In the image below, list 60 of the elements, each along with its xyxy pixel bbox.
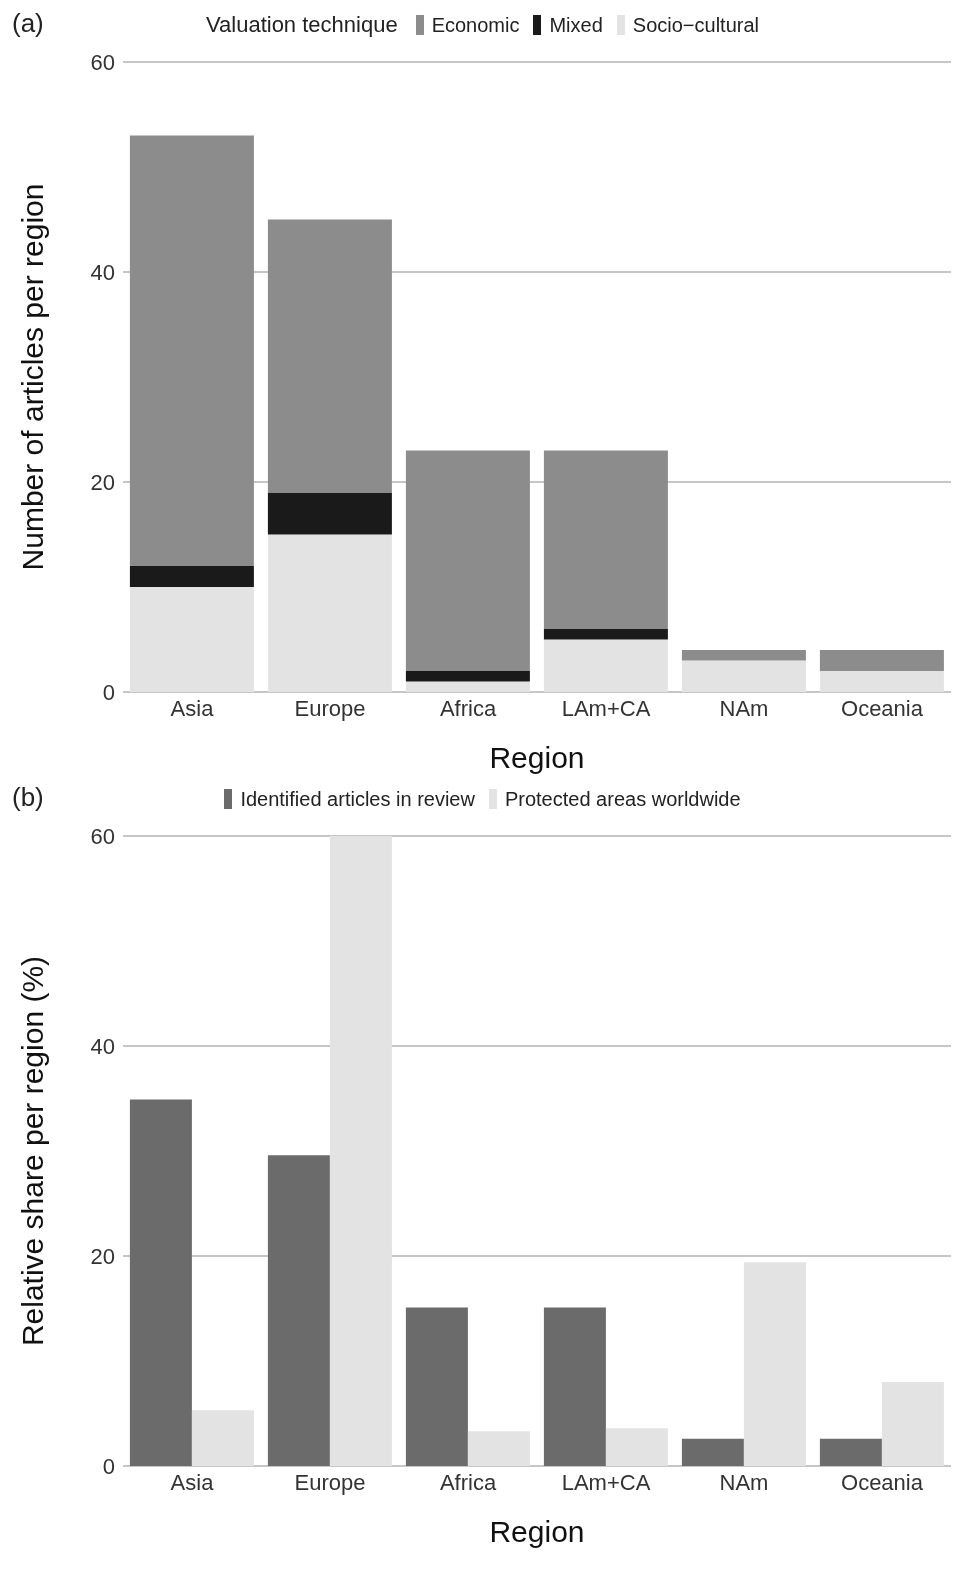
bar: [405, 1307, 468, 1466]
bar: [605, 1428, 668, 1466]
bar: [543, 639, 668, 692]
bar: [405, 671, 530, 682]
y-axis-title: Relative share per region (%): [15, 955, 49, 1347]
bar: [881, 1382, 944, 1466]
x-tick-label: NAm: [719, 1469, 769, 1495]
legend-title: Valuation technique: [206, 12, 398, 38]
x-tick-label: Europe: [294, 1469, 366, 1495]
y-tick-label: 40: [90, 1033, 115, 1059]
bar: [681, 660, 806, 692]
y-tick-label: 0: [102, 679, 115, 705]
bar: [267, 219, 392, 493]
bar: [329, 836, 392, 1466]
x-tick-label: Asia: [170, 1469, 215, 1495]
bar: [819, 650, 944, 671]
legend-label: Mixed: [549, 13, 603, 37]
bar: [267, 1155, 330, 1466]
x-axis-title: Region: [489, 1515, 585, 1548]
bar: [267, 534, 392, 692]
bar: [129, 135, 254, 566]
legend-label: Socio−cultural: [632, 13, 759, 37]
legend-label: Protected areas worldwide: [504, 787, 741, 811]
x-tick-label: LAm+CA: [561, 1469, 651, 1495]
x-tick-label: Africa: [439, 1469, 497, 1495]
x-tick-label: Oceania: [841, 695, 924, 721]
bar: [819, 671, 944, 692]
bar: [191, 1410, 254, 1466]
bar: [129, 587, 254, 692]
x-tick-label: Oceania: [841, 1469, 924, 1495]
x-tick-label: Europe: [294, 695, 366, 721]
bar: [819, 1438, 882, 1466]
bar: [543, 450, 668, 629]
bar: [405, 450, 530, 671]
legend-label: Identified articles in review: [240, 787, 475, 811]
x-axis-title: Region: [489, 741, 585, 774]
x-tick-label: NAm: [719, 695, 769, 721]
x-tick-label: Asia: [170, 695, 215, 721]
x-tick-label: LAm+CA: [561, 695, 651, 721]
bar: [543, 1307, 606, 1466]
bar: [405, 681, 530, 692]
bar: [681, 1438, 744, 1466]
y-tick-label: 0: [102, 1453, 115, 1479]
y-tick-label: 20: [90, 469, 115, 495]
chart-title: (b): [12, 782, 44, 813]
y-tick-label: 20: [90, 1243, 115, 1269]
y-tick-label: 60: [90, 823, 115, 849]
y-tick-label: 40: [90, 259, 115, 285]
y-axis-title: Number of articles per region: [15, 183, 49, 571]
chart-title: (a): [12, 8, 44, 39]
x-tick-label: Africa: [439, 695, 497, 721]
bar: [543, 629, 668, 640]
bar: [743, 1262, 806, 1466]
y-tick-label: 60: [90, 49, 115, 75]
legend-label: Economic: [431, 13, 520, 37]
bar: [681, 650, 806, 661]
bar: [129, 566, 254, 587]
bar: [467, 1431, 530, 1466]
bar: [129, 1099, 192, 1466]
bar: [267, 492, 392, 535]
